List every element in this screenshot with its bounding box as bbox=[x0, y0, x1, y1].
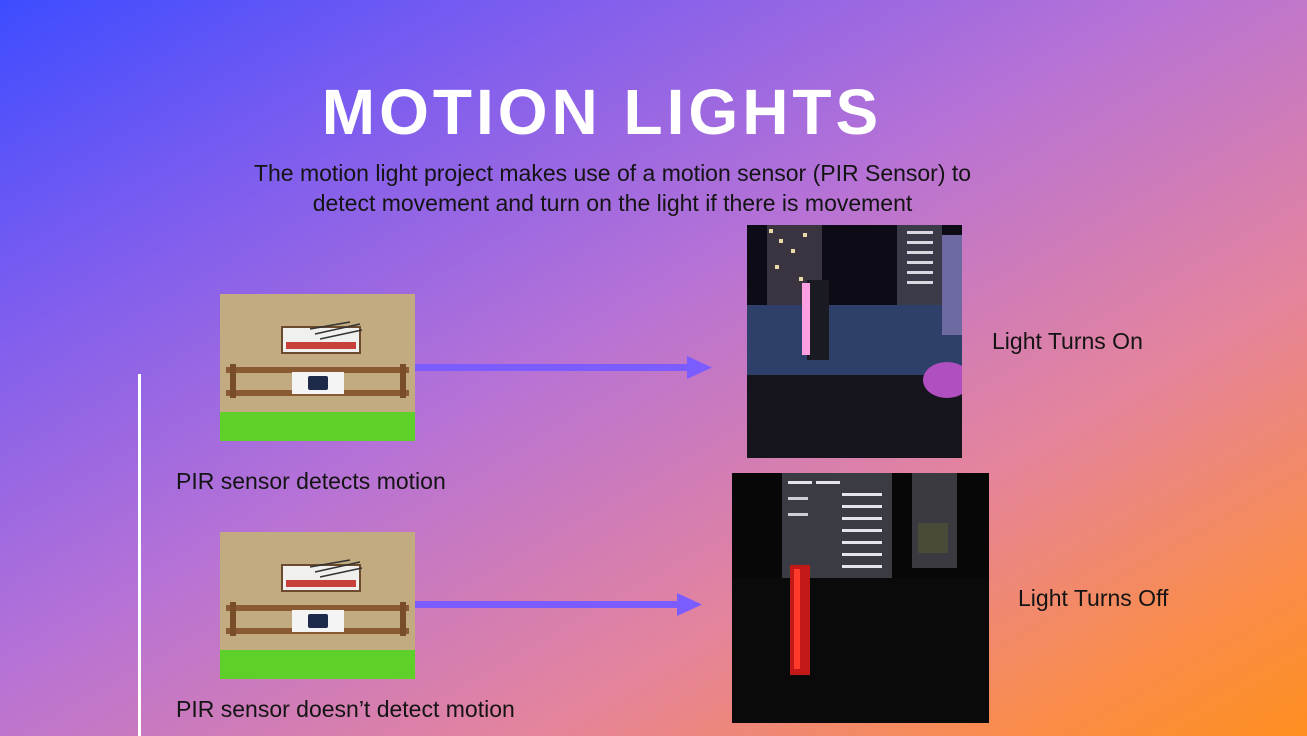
light-on-caption: Light Turns On bbox=[992, 328, 1143, 354]
subtitle-line-2: detect movement and turn on the light if… bbox=[312, 190, 913, 216]
pir-sensor-photo-no-detect bbox=[220, 532, 415, 679]
arrow-right-icon-2 bbox=[415, 593, 702, 616]
detect-motion-caption: PIR sensor detects motion bbox=[176, 468, 446, 494]
pir-sensor-photo-detect bbox=[220, 294, 415, 441]
slide-title: MOTION LIGHTS bbox=[321, 76, 883, 148]
arrow-right-icon bbox=[415, 356, 712, 379]
no-detect-motion-caption: PIR sensor doesn’t detect motion bbox=[176, 696, 515, 722]
light-off-photo bbox=[732, 473, 989, 723]
light-on-photo bbox=[747, 225, 962, 458]
light-off-caption: Light Turns Off bbox=[1018, 585, 1169, 611]
subtitle-line-1: The motion light project makes use of a … bbox=[253, 160, 972, 186]
vertical-divider bbox=[138, 374, 141, 736]
slide-subtitle: The motion light project makes use of a … bbox=[190, 158, 1035, 218]
